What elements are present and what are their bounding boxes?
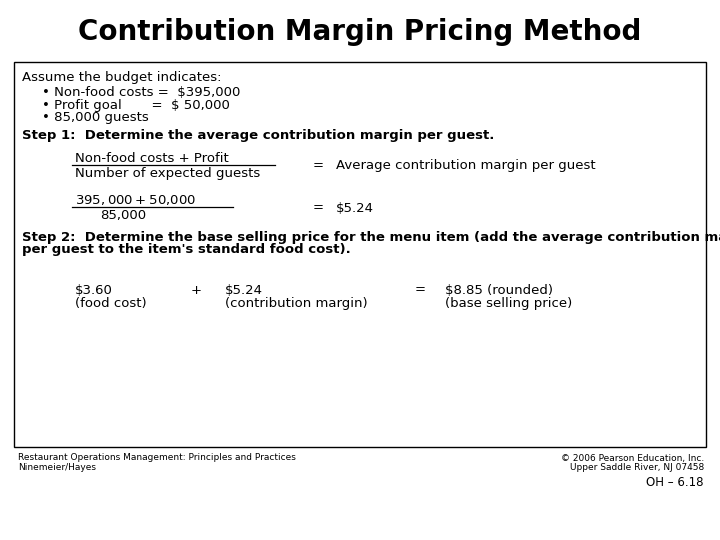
Text: $395,000 + $50,000: $395,000 + $50,000 xyxy=(75,193,196,207)
Text: $5.24: $5.24 xyxy=(336,201,374,214)
Text: $8.85 (rounded): $8.85 (rounded) xyxy=(445,284,553,296)
Text: $5.24: $5.24 xyxy=(225,284,263,296)
Text: Upper Saddle River, NJ 07458: Upper Saddle River, NJ 07458 xyxy=(570,463,704,472)
Text: Non-food costs + Profit: Non-food costs + Profit xyxy=(75,152,229,165)
Text: Assume the budget indicates:: Assume the budget indicates: xyxy=(22,71,222,84)
Text: Number of expected guests: Number of expected guests xyxy=(75,166,260,179)
Text: 85,000: 85,000 xyxy=(100,208,146,221)
Text: • Non-food costs =  $395,000: • Non-food costs = $395,000 xyxy=(42,85,240,98)
Text: Contribution Margin Pricing Method: Contribution Margin Pricing Method xyxy=(78,18,642,46)
Text: +: + xyxy=(191,284,202,296)
Text: =: = xyxy=(312,201,323,214)
Text: • Profit goal       =  $ 50,000: • Profit goal = $ 50,000 xyxy=(42,98,230,111)
Text: • 85,000 guests: • 85,000 guests xyxy=(42,111,149,125)
Text: © 2006 Pearson Education, Inc.: © 2006 Pearson Education, Inc. xyxy=(561,454,704,462)
Text: Ninemeier/Hayes: Ninemeier/Hayes xyxy=(18,463,96,472)
FancyBboxPatch shape xyxy=(14,62,706,447)
Text: =: = xyxy=(415,284,426,296)
Text: Step 1:  Determine the average contribution margin per guest.: Step 1: Determine the average contributi… xyxy=(22,129,495,141)
Text: (contribution margin): (contribution margin) xyxy=(225,298,368,310)
Text: $3.60: $3.60 xyxy=(75,284,113,296)
Text: =: = xyxy=(312,159,323,172)
Text: Step 2:  Determine the base selling price for the menu item (add the average con: Step 2: Determine the base selling price… xyxy=(22,231,720,244)
Text: Average contribution margin per guest: Average contribution margin per guest xyxy=(336,159,595,172)
Text: OH – 6.18: OH – 6.18 xyxy=(647,476,704,489)
Text: per guest to the item's standard food cost).: per guest to the item's standard food co… xyxy=(22,244,351,256)
Text: (food cost): (food cost) xyxy=(75,298,147,310)
Text: (base selling price): (base selling price) xyxy=(445,298,572,310)
Text: Restaurant Operations Management: Principles and Practices: Restaurant Operations Management: Princi… xyxy=(18,454,296,462)
